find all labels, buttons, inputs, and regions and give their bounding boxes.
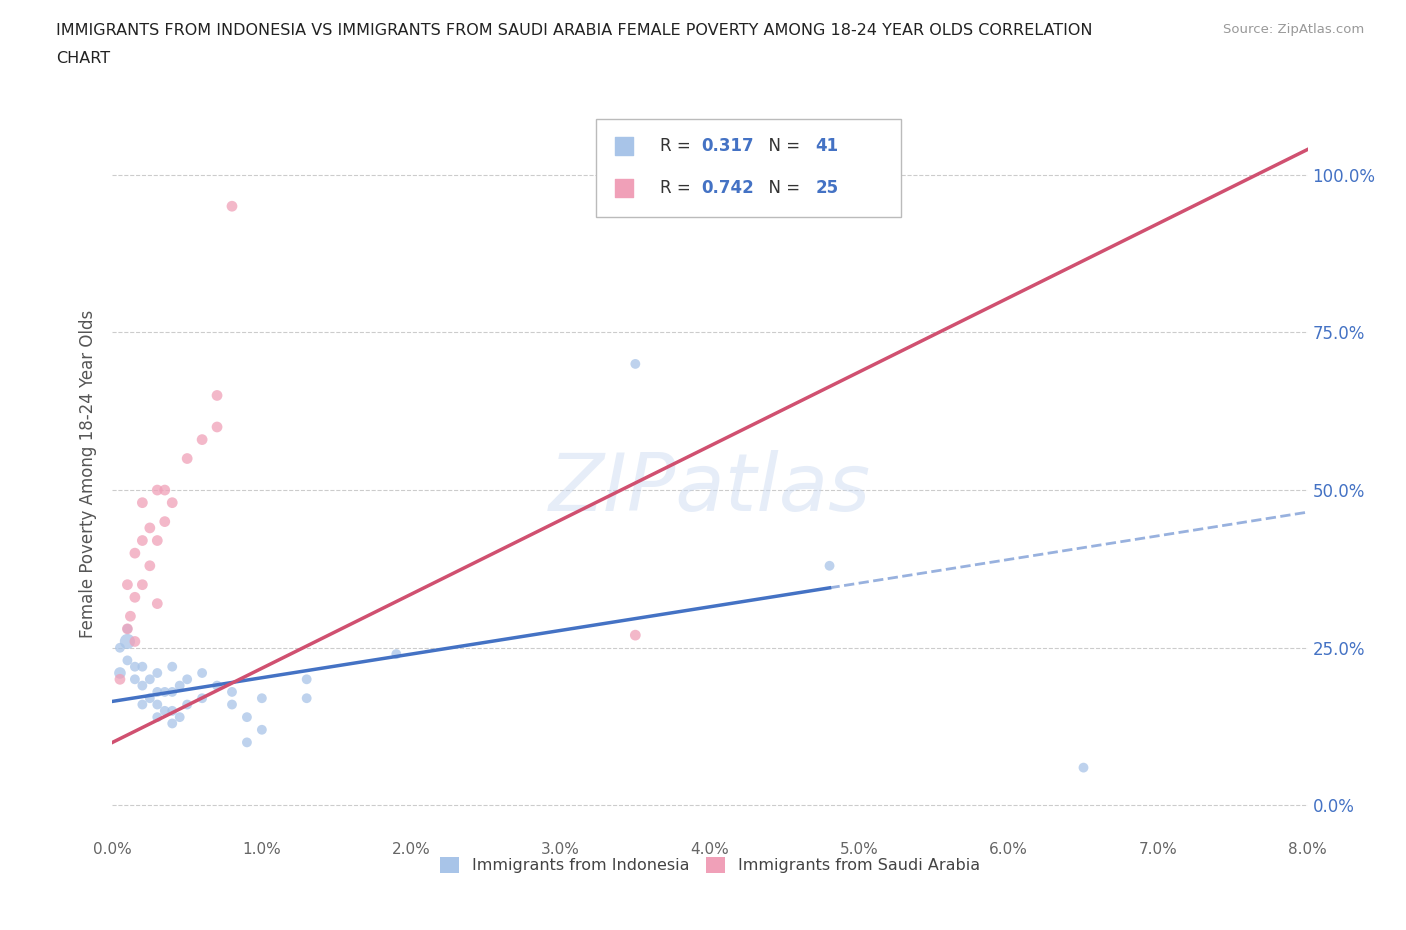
Point <box>146 684 169 699</box>
Point <box>191 666 214 681</box>
FancyBboxPatch shape <box>596 119 901 217</box>
Point <box>162 716 183 731</box>
Point <box>236 710 259 724</box>
Point <box>162 659 183 674</box>
Text: 41: 41 <box>815 138 838 155</box>
Text: 0.742: 0.742 <box>702 179 755 197</box>
Point <box>139 671 162 686</box>
Text: IMMIGRANTS FROM INDONESIA VS IMMIGRANTS FROM SAUDI ARABIA FEMALE POVERTY AMONG 1: IMMIGRANTS FROM INDONESIA VS IMMIGRANTS … <box>56 23 1092 38</box>
Point <box>162 496 183 511</box>
Point <box>236 735 259 750</box>
Point <box>205 419 228 434</box>
Point <box>221 698 243 712</box>
Text: ZIPatlas: ZIPatlas <box>548 450 872 528</box>
Point <box>146 533 169 548</box>
Point <box>191 432 214 447</box>
Point <box>131 578 153 592</box>
Point <box>124 546 146 561</box>
Point <box>162 684 183 699</box>
Point <box>108 671 131 686</box>
Point <box>146 596 169 611</box>
Text: N =: N = <box>758 179 806 197</box>
Point <box>250 723 273 737</box>
Point <box>176 451 198 466</box>
Point <box>124 590 146 604</box>
Point <box>108 641 131 656</box>
Point <box>295 691 318 706</box>
Point <box>146 483 169 498</box>
Point <box>146 698 169 712</box>
Point <box>153 703 176 718</box>
Text: CHART: CHART <box>56 51 110 66</box>
Point <box>120 609 142 624</box>
Point <box>117 634 139 649</box>
Point <box>295 671 318 686</box>
Point <box>117 578 139 592</box>
Point <box>205 388 228 403</box>
Point <box>131 678 153 693</box>
Point <box>221 684 243 699</box>
Point <box>117 621 139 636</box>
Point <box>153 684 176 699</box>
Point <box>146 666 169 681</box>
Text: 25: 25 <box>815 179 838 197</box>
Point <box>385 646 408 661</box>
Point <box>176 698 198 712</box>
Text: R =: R = <box>659 138 696 155</box>
Point <box>124 671 146 686</box>
Point <box>153 514 176 529</box>
Point <box>250 691 273 706</box>
Point <box>146 710 169 724</box>
Point <box>624 356 647 371</box>
Point <box>221 199 243 214</box>
Text: R =: R = <box>659 179 696 197</box>
Point <box>205 678 228 693</box>
Point <box>139 558 162 573</box>
Point <box>117 621 139 636</box>
Point <box>176 671 198 686</box>
Point <box>124 634 146 649</box>
Point <box>162 703 183 718</box>
Point <box>131 533 153 548</box>
Point <box>131 496 153 511</box>
Legend: Immigrants from Indonesia, Immigrants from Saudi Arabia: Immigrants from Indonesia, Immigrants fr… <box>434 850 986 880</box>
Y-axis label: Female Poverty Among 18-24 Year Olds: Female Poverty Among 18-24 Year Olds <box>79 311 97 638</box>
Text: Source: ZipAtlas.com: Source: ZipAtlas.com <box>1223 23 1364 36</box>
Point <box>153 483 176 498</box>
Point <box>1073 760 1095 775</box>
Point <box>624 628 647 643</box>
Text: N =: N = <box>758 138 806 155</box>
Point <box>191 691 214 706</box>
Point <box>124 659 146 674</box>
Point <box>131 698 153 712</box>
Point <box>108 666 131 681</box>
Point <box>131 659 153 674</box>
Point <box>834 167 856 182</box>
Point <box>169 678 191 693</box>
Point <box>139 691 162 706</box>
Point <box>818 558 841 573</box>
Text: 0.317: 0.317 <box>702 138 754 155</box>
Point <box>169 710 191 724</box>
Point <box>139 521 162 536</box>
Point <box>117 653 139 668</box>
